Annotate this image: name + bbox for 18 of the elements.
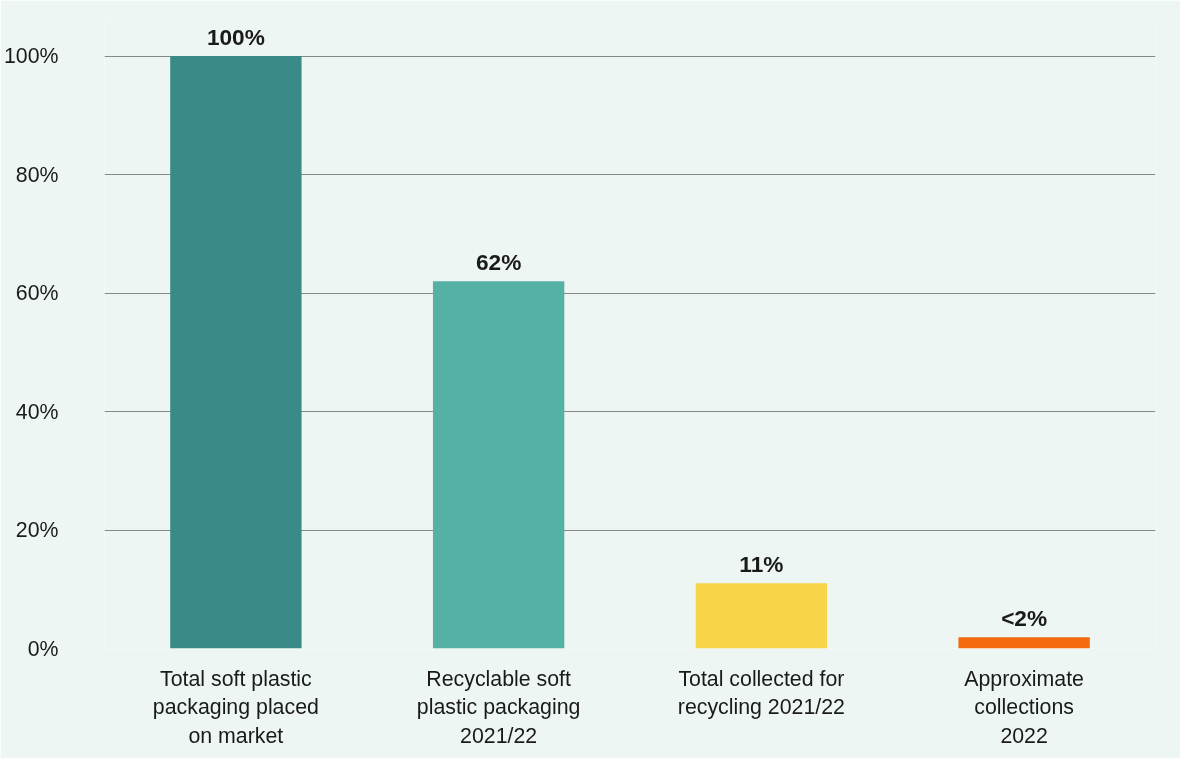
x-tick-label: Total collected for recycling 2021/22 [677, 666, 845, 720]
data-label: 62% [475, 249, 522, 276]
data-label: 100% [206, 24, 265, 51]
y-tick-label: 100% [3, 44, 59, 69]
y-tick-label: 60% [15, 281, 59, 306]
data-label: <2% [1001, 605, 1048, 632]
bar [432, 281, 565, 649]
x-tick-label: Recyclable soft plastic packaging 2021/22 [416, 666, 581, 749]
x-tick-label: Approximate collections 2022 [964, 666, 1084, 749]
data-label: 11% [739, 551, 784, 578]
y-tick-label: 40% [15, 399, 59, 424]
y-tick-label: 0% [27, 636, 59, 661]
bar [695, 583, 828, 649]
bar [170, 56, 302, 649]
y-tick-label: 20% [15, 518, 59, 543]
y-tick-label: 80% [15, 162, 59, 187]
x-tick-label: Total soft plastic packaging placed on market [152, 666, 319, 749]
bar [958, 637, 1090, 649]
